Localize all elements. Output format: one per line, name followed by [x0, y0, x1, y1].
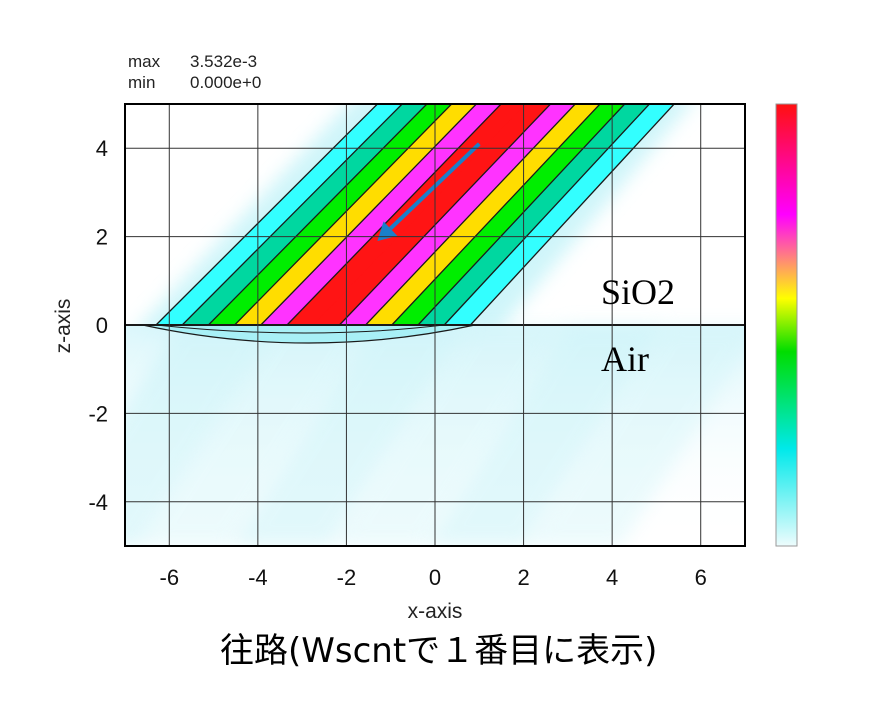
colorbar	[775, 103, 798, 547]
y-tick-label: -4	[88, 490, 108, 515]
contour-line	[155, 104, 378, 326]
max-value: 3.532e-3	[190, 52, 257, 71]
y-tick-label: 2	[96, 225, 108, 250]
air-streak	[426, 325, 666, 546]
y-tick-label: -2	[88, 401, 108, 426]
plot-frame	[124, 103, 746, 547]
x-tick-label: -6	[160, 565, 180, 590]
y-tick-label: 4	[96, 136, 108, 161]
x-tick-label: -4	[248, 565, 268, 590]
contour-line	[365, 104, 576, 326]
contour-line	[338, 104, 551, 326]
air-streak	[328, 325, 568, 546]
x-tick-label: 6	[695, 565, 707, 590]
y-tick-label: 0	[96, 313, 108, 338]
contour-line	[443, 104, 650, 326]
air-streak	[133, 325, 373, 546]
x-tick-label: -2	[337, 565, 357, 590]
interface-lens-inner	[155, 324, 444, 334]
contour-line	[286, 104, 502, 326]
air-streak	[523, 325, 745, 546]
x-axis-label: x-axis	[408, 600, 463, 623]
air-label: Air	[601, 339, 649, 379]
contour-line	[469, 104, 675, 326]
x-tick-label: 0	[429, 565, 441, 590]
max-label: max	[128, 52, 161, 71]
contour-line	[417, 104, 626, 326]
x-tick-label: 4	[606, 565, 618, 590]
x-tick-label: 2	[517, 565, 529, 590]
contour-line	[234, 104, 453, 326]
grid-lines	[125, 104, 745, 546]
min-value: 0.000e+0	[190, 73, 261, 92]
plot-area	[125, 104, 745, 546]
contour-line	[260, 104, 477, 326]
caption: 往路(Wscntで１番目に表示)	[220, 631, 657, 671]
contour-line	[181, 104, 403, 326]
min-label: min	[128, 73, 155, 92]
y-axis-label: z-axis	[52, 299, 75, 354]
contour-line	[391, 104, 601, 326]
y-tick-labels: 4 2 0 -2 -4	[88, 136, 108, 515]
sio2-label: SiO2	[601, 272, 675, 312]
x-tick-labels: -6 -4 -2 0 2 4 6	[160, 565, 707, 590]
air-streak	[231, 325, 471, 546]
contour-line	[207, 104, 428, 326]
